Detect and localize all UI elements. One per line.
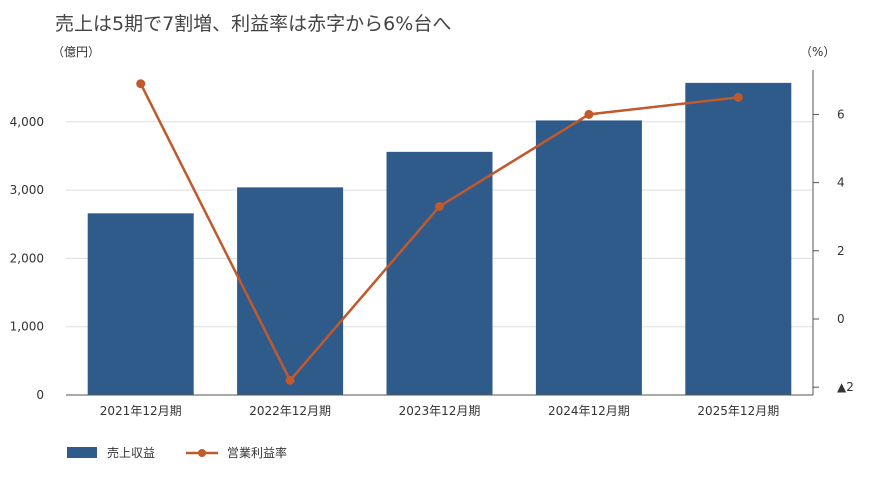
bar — [87, 213, 194, 395]
margin-point — [584, 109, 594, 119]
left-tick-label: 0 — [36, 388, 44, 402]
left-tick-label: 2,000 — [10, 251, 44, 265]
legend: 売上収益 営業利益率 — [67, 445, 287, 460]
x-tick-label: 2023年12月期 — [399, 404, 481, 418]
left-tick-label: 1,000 — [10, 320, 44, 334]
bar — [685, 82, 792, 395]
line-series — [136, 79, 743, 385]
right-tick-label: 2 — [837, 244, 845, 258]
legend-label-revenue: 売上収益 — [107, 445, 155, 460]
left-tick-label: 3,000 — [10, 183, 44, 197]
bar — [386, 151, 493, 395]
x-tick-label: 2024年12月期 — [548, 404, 630, 418]
chart-title: 売上は5期で7割増、利益率は赤字から6%台へ — [55, 13, 451, 35]
margin-point — [136, 79, 146, 89]
right-tick-label: 4 — [837, 176, 845, 190]
left-tick-label: 4,000 — [10, 115, 44, 129]
bar-series — [87, 82, 792, 396]
margin-point — [733, 92, 743, 102]
bar — [237, 187, 344, 395]
bar — [535, 120, 642, 396]
right-tick-label: 6 — [837, 107, 845, 121]
left-axis-unit: （億円） — [52, 45, 100, 59]
right-tick-label: ▲2 — [837, 380, 854, 394]
axes: 0 1,000 2,000 3,000 4,000 ▲2 0 2 4 6 2021年12月期 2022… — [10, 70, 854, 418]
margin-point — [285, 375, 295, 385]
x-tick-label: 2022年12月期 — [249, 404, 331, 418]
x-tick-label: 2025年12月期 — [697, 404, 779, 418]
x-tick-label: 2021年12月期 — [100, 404, 182, 418]
right-axis-unit: （%） — [800, 45, 835, 59]
legend-label-margin: 営業利益率 — [227, 445, 287, 460]
margin-point — [435, 201, 444, 211]
right-tick-label: 0 — [837, 312, 845, 326]
legend-swatch-margin-marker — [198, 449, 206, 457]
legend-swatch-revenue — [67, 447, 97, 458]
